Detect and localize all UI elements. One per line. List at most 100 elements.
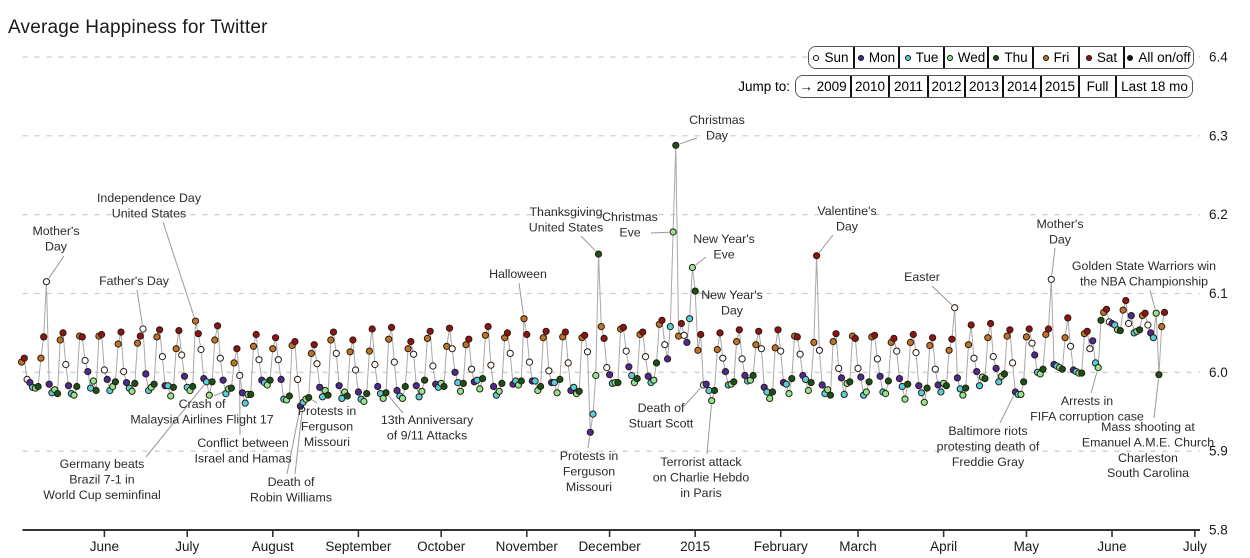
- data-point-2014-10-26-Sun[interactable]: [506, 349, 514, 357]
- data-point-2014-08-29-Fri[interactable]: [346, 348, 354, 356]
- data-point-2014-05-24-Sat[interactable]: [78, 333, 86, 341]
- data-point-2014-09-17-Wed[interactable]: [398, 394, 407, 402]
- data-point-2014-09-07-Sun[interactable]: [371, 360, 379, 369]
- data-point-2014-09-18-Thu[interactable]: [401, 382, 409, 391]
- data-point-2014-09-26-Fri[interactable]: [423, 334, 431, 342]
- data-point-2015-04-17-Fri[interactable]: [984, 334, 992, 342]
- data-point-2014-07-19-Sat[interactable]: [233, 345, 241, 353]
- data-point-2014-12-17-Wed[interactable]: [650, 376, 658, 384]
- data-point-2014-12-27-Sat[interactable]: [677, 319, 686, 328]
- data-point-2014-11-06-Thu[interactable]: [537, 382, 545, 391]
- data-point-2014-10-15-Wed[interactable]: [476, 385, 484, 393]
- data-point-2014-08-07-Thu[interactable]: [285, 392, 293, 400]
- data-point-2014-08-03-Sun[interactable]: [274, 356, 282, 364]
- data-point-2014-11-12-Wed[interactable]: [553, 389, 561, 397]
- data-point-2015-04-12-Sun[interactable]: [970, 354, 978, 362]
- data-point-2014-12-31-Wed[interactable]: [688, 263, 697, 272]
- data-point-2015-03-08-Sun[interactable]: [873, 355, 882, 363]
- data-point-2014-08-23-Sat[interactable]: [329, 328, 338, 336]
- data-point-2014-07-12-Sat[interactable]: [214, 322, 222, 330]
- data-point-2014-08-14-Thu[interactable]: [305, 394, 313, 402]
- data-point-2015-03-28-Sat[interactable]: [929, 334, 937, 342]
- data-point-2014-11-23-Sun[interactable]: [583, 348, 592, 356]
- data-point-2014-11-20-Thu[interactable]: [575, 387, 583, 395]
- data-point-2015-01-30-Fri[interactable]: [771, 344, 779, 352]
- data-point-2015-01-07-Wed[interactable]: [708, 397, 716, 405]
- data-point-2014-09-22-Mon[interactable]: [412, 382, 420, 390]
- data-point-2015-04-13-Mon[interactable]: [973, 368, 981, 376]
- data-point-2014-05-31-Sat[interactable]: [98, 330, 106, 339]
- data-point-2015-06-05-Fri[interactable]: [1119, 306, 1127, 314]
- data-point-2015-02-14-Sat[interactable]: [813, 252, 821, 260]
- jump-button-2010[interactable]: 2010: [850, 76, 888, 97]
- data-point-2015-06-06-Sat[interactable]: [1122, 297, 1130, 305]
- data-point-2014-12-15-Mon[interactable]: [644, 372, 652, 380]
- data-point-2014-09-05-Fri[interactable]: [365, 347, 373, 355]
- legend-toggle-sun[interactable]: Sun: [809, 47, 853, 68]
- data-point-2014-10-30-Thu[interactable]: [517, 377, 525, 385]
- legend-toggle-wed[interactable]: Wed: [943, 47, 987, 68]
- data-point-2015-05-01-Fri[interactable]: [1022, 333, 1031, 341]
- data-point-2015-04-04-Sat[interactable]: [948, 335, 956, 343]
- data-point-2015-01-16-Fri[interactable]: [733, 338, 741, 346]
- data-point-2014-09-15-Mon[interactable]: [393, 386, 401, 395]
- data-point-2014-06-15-Sun[interactable]: [139, 325, 147, 333]
- data-point-2015-04-03-Fri[interactable]: [945, 346, 953, 354]
- data-point-2014-10-04-Sat[interactable]: [445, 324, 454, 332]
- data-point-2014-10-31-Fri[interactable]: [520, 315, 528, 323]
- data-point-2015-05-25-Mon[interactable]: [1089, 337, 1097, 345]
- data-point-2014-11-15-Sat[interactable]: [561, 328, 570, 336]
- data-point-2014-09-19-Fri[interactable]: [404, 345, 412, 353]
- data-point-2015-02-19-Thu[interactable]: [826, 391, 835, 399]
- data-point-2015-06-20-Sat[interactable]: [1160, 308, 1169, 316]
- data-point-2015-05-27-Wed[interactable]: [1094, 364, 1102, 372]
- data-point-2015-02-10-Tue[interactable]: [802, 375, 810, 383]
- jump-button-2011[interactable]: 2011: [888, 76, 927, 97]
- data-point-2014-12-24-Wed[interactable]: [669, 228, 677, 236]
- data-point-2015-05-30-Sat[interactable]: [1102, 305, 1111, 313]
- data-point-2015-03-20-Fri[interactable]: [906, 338, 915, 346]
- data-point-2014-09-08-Mon[interactable]: [374, 382, 382, 391]
- data-point-2015-05-08-Fri[interactable]: [1042, 330, 1050, 339]
- data-point-2014-05-25-Sun[interactable]: [81, 356, 89, 365]
- data-point-2014-10-11-Sat[interactable]: [465, 335, 473, 343]
- data-point-2015-01-09-Fri[interactable]: [713, 345, 721, 354]
- data-point-2015-05-21-Thu[interactable]: [1078, 369, 1086, 377]
- data-point-2015-02-04-Wed[interactable]: [785, 390, 793, 398]
- data-point-2014-06-30-Mon[interactable]: [180, 372, 189, 380]
- data-point-2014-09-23-Tue[interactable]: [415, 393, 423, 401]
- data-point-2014-08-10-Sun[interactable]: [294, 375, 302, 383]
- legend-toggle-mon[interactable]: Mon: [853, 47, 898, 68]
- data-point-2014-07-10-Thu[interactable]: [208, 378, 216, 386]
- data-point-2014-12-25-Thu[interactable]: [672, 141, 680, 149]
- data-point-2014-12-21-Sun[interactable]: [661, 341, 669, 349]
- data-point-2015-06-19-Fri[interactable]: [1158, 323, 1166, 331]
- data-point-2014-11-02-Sun[interactable]: [525, 358, 534, 366]
- data-point-2014-10-08-Wed[interactable]: [456, 387, 465, 395]
- data-point-2014-12-11-Thu[interactable]: [633, 375, 641, 383]
- data-point-2015-01-24-Sat[interactable]: [755, 327, 763, 335]
- data-point-2015-06-17-Wed[interactable]: [1152, 309, 1160, 317]
- data-point-2014-11-29-Sat[interactable]: [600, 334, 608, 342]
- data-point-2014-11-27-Thu[interactable]: [594, 250, 603, 258]
- data-point-2014-10-05-Sun[interactable]: [448, 345, 456, 353]
- data-point-2014-06-29-Sun[interactable]: [178, 351, 186, 359]
- data-point-2014-07-13-Sun[interactable]: [216, 354, 224, 362]
- data-point-2014-06-11-Wed[interactable]: [128, 387, 136, 395]
- data-point-2014-11-25-Tue[interactable]: [589, 410, 597, 418]
- data-point-2014-10-18-Sat[interactable]: [484, 323, 492, 331]
- data-point-2015-01-22-Thu[interactable]: [749, 371, 757, 380]
- data-point-2014-05-18-Sun[interactable]: [62, 360, 70, 369]
- data-point-2015-04-25-Sat[interactable]: [1006, 326, 1014, 334]
- data-point-2014-10-10-Fri[interactable]: [462, 341, 470, 349]
- data-point-2015-03-18-Wed[interactable]: [901, 395, 909, 403]
- data-point-2015-01-02-Fri[interactable]: [694, 346, 702, 354]
- data-point-2015-02-13-Fri[interactable]: [810, 338, 818, 346]
- data-point-2015-02-07-Sat[interactable]: [793, 333, 801, 341]
- data-point-2015-03-16-Mon[interactable]: [895, 375, 904, 383]
- data-point-2015-03-27-Fri[interactable]: [926, 341, 934, 350]
- data-point-2014-11-16-Sun[interactable]: [564, 359, 572, 367]
- data-point-2014-06-01-Sun[interactable]: [100, 366, 109, 374]
- data-point-2015-01-10-Sat[interactable]: [716, 329, 724, 337]
- data-point-2015-03-22-Sun[interactable]: [912, 349, 920, 357]
